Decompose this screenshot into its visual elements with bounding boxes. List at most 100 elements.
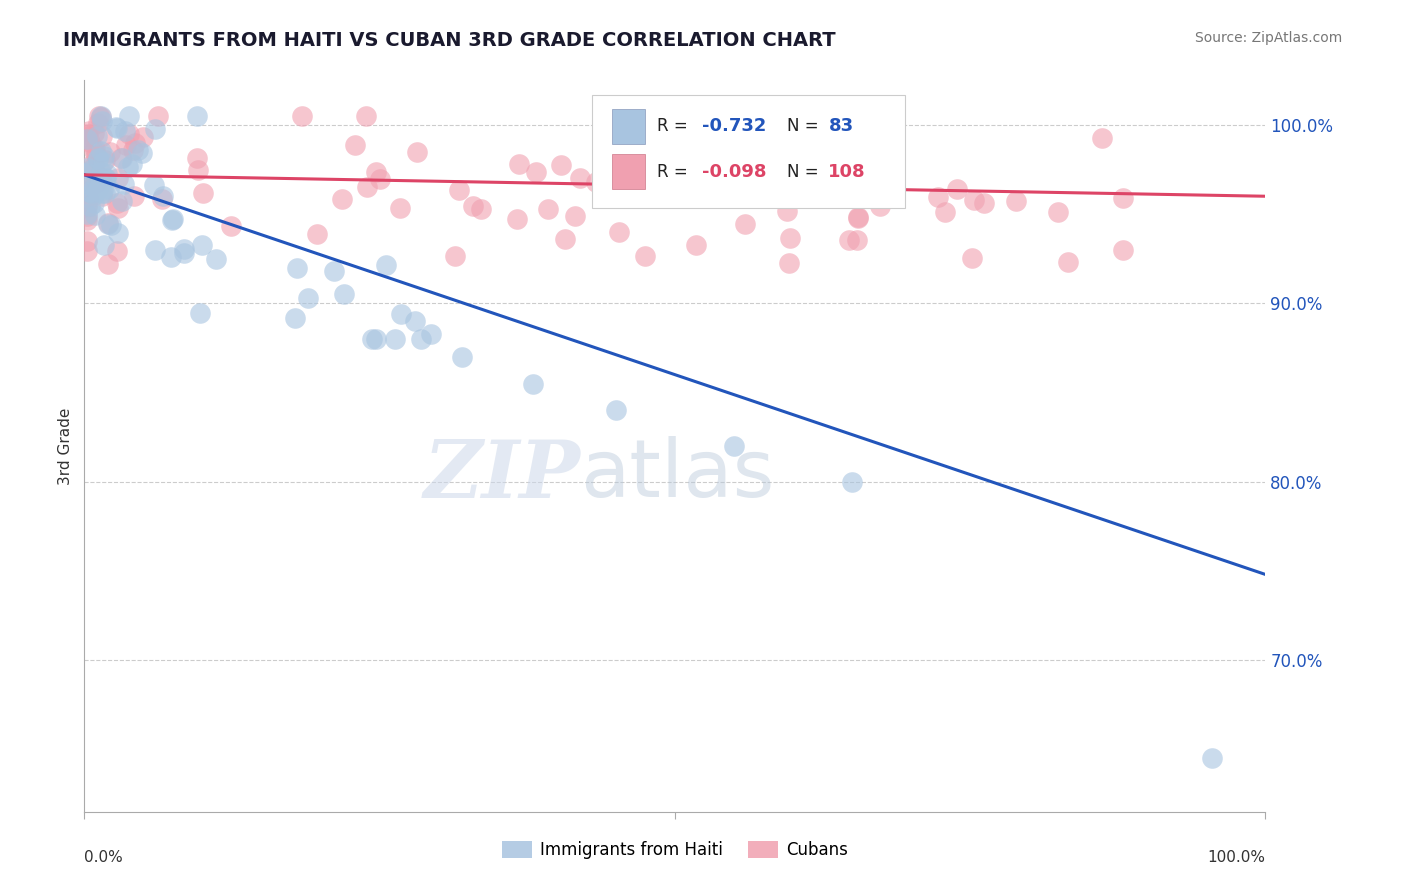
Point (83, 179, 105, 194)
Point (76, 198, 98, 212)
Point (173, 246, 195, 260)
Point (945, 181, 967, 195)
Point (112, 177, 135, 191)
Point (76, 244, 98, 259)
Point (91, 155, 114, 169)
Point (79, 135, 101, 149)
Point (585, 175, 607, 189)
Point (124, 136, 146, 150)
Point (97, 216, 120, 230)
Point (569, 170, 592, 185)
Point (87, 152, 110, 166)
Point (131, 146, 153, 161)
Point (869, 199, 891, 213)
Point (80, 186, 103, 200)
Point (143, 178, 166, 192)
Point (368, 172, 391, 186)
Point (76, 200, 98, 214)
Point (77, 123, 100, 137)
Point (86, 116, 108, 130)
Point (90, 109, 112, 123)
Point (76, 161, 98, 176)
Point (449, 183, 471, 197)
Point (110, 151, 132, 165)
Point (366, 332, 388, 346)
Point (388, 201, 411, 215)
Point (284, 311, 307, 326)
Point (96, 171, 118, 186)
Point (89, 171, 111, 186)
Point (564, 209, 586, 223)
Point (76, 192, 98, 206)
Point (111, 151, 134, 165)
Point (90, 110, 112, 124)
Text: N =: N = (787, 118, 824, 136)
Point (117, 160, 139, 174)
Point (94, 153, 117, 168)
Point (323, 264, 346, 278)
Point (105, 121, 128, 136)
Point (307, 227, 329, 241)
Point (107, 226, 129, 240)
Point (554, 232, 576, 246)
Legend: Immigrants from Haiti, Cubans: Immigrants from Haiti, Cubans (495, 834, 855, 865)
Point (160, 250, 183, 264)
Point (79, 199, 101, 213)
Point (290, 109, 312, 123)
Point (934, 204, 956, 219)
Point (444, 250, 467, 264)
Point (76, 183, 98, 197)
Point (838, 233, 860, 247)
Point (633, 112, 655, 126)
Point (94, 186, 117, 200)
Point (880, 146, 903, 161)
Point (84, 176, 107, 190)
Point (1111, 243, 1133, 257)
Point (93, 149, 115, 163)
Point (93, 238, 115, 252)
Point (186, 109, 208, 123)
Point (779, 230, 801, 244)
Point (87, 151, 110, 165)
Point (536, 202, 558, 216)
Point (735, 128, 758, 143)
Point (80, 178, 103, 193)
Point (97, 257, 120, 271)
Point (83, 159, 105, 173)
Point (1201, 751, 1223, 765)
FancyBboxPatch shape (612, 109, 645, 144)
FancyBboxPatch shape (612, 154, 645, 189)
Point (848, 211, 870, 225)
Point (83, 126, 105, 140)
Point (877, 138, 900, 153)
Point (356, 179, 378, 194)
Point (685, 238, 707, 252)
Point (91, 183, 114, 197)
Point (406, 145, 429, 159)
Point (84, 147, 107, 161)
Point (162, 212, 184, 227)
Point (121, 157, 143, 171)
Point (607, 225, 630, 239)
Point (87, 178, 110, 193)
Point (127, 143, 149, 157)
Point (846, 233, 869, 247)
Point (420, 326, 443, 341)
Point (77, 185, 100, 199)
Point (522, 376, 544, 391)
Point (122, 189, 145, 203)
Point (186, 151, 208, 165)
Point (285, 260, 308, 275)
Point (187, 163, 209, 178)
Point (330, 192, 353, 206)
Point (831, 187, 853, 202)
Point (90, 189, 112, 203)
Point (673, 173, 696, 187)
Point (87, 182, 110, 196)
Point (76, 131, 98, 145)
Point (131, 130, 153, 145)
Point (634, 249, 657, 263)
Text: ZIP: ZIP (423, 436, 581, 514)
Point (778, 256, 800, 270)
Point (962, 252, 984, 266)
